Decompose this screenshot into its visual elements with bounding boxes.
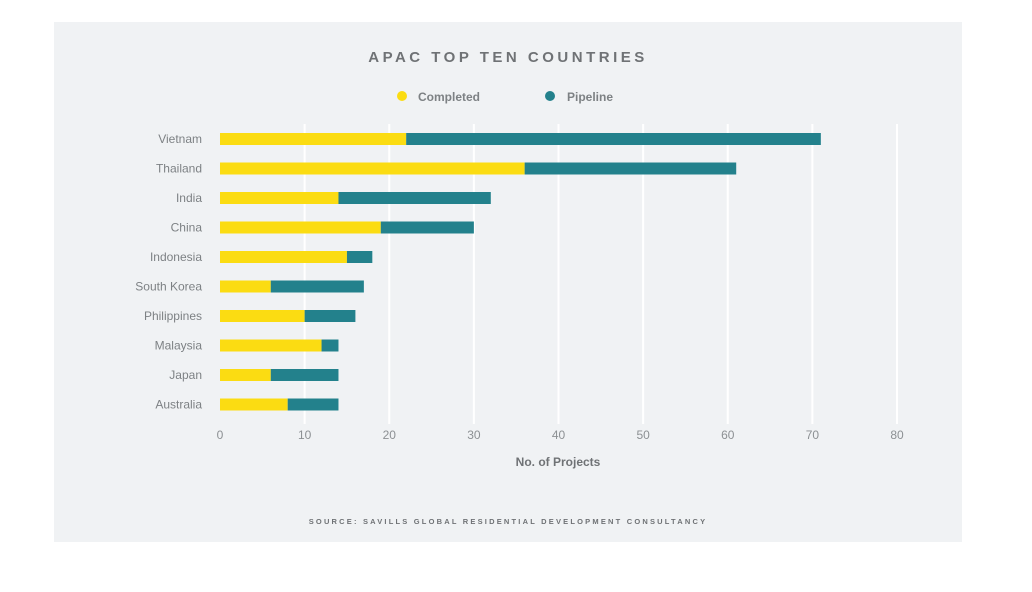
legend-completed-label: Completed bbox=[418, 90, 480, 104]
bar-philippines-pipeline bbox=[304, 310, 356, 322]
category-labels: Vietnam Thailand India China Indonesia South … bbox=[135, 132, 202, 412]
x-tick-label-10: 10 bbox=[298, 428, 312, 442]
bar-indonesia-completed bbox=[220, 251, 347, 263]
bar-vietnam-pipeline bbox=[406, 133, 821, 145]
legend-pipeline-marker bbox=[545, 91, 555, 101]
bar-japan-completed bbox=[220, 369, 271, 381]
bar-malaysia-pipeline bbox=[321, 339, 339, 352]
category-label-malaysia: Malaysia bbox=[155, 339, 203, 353]
x-tick-label-80: 80 bbox=[890, 428, 904, 442]
bar-india-completed bbox=[220, 192, 339, 204]
category-label-philippines: Philippines bbox=[144, 309, 202, 323]
x-tick-labels: 0 10 20 30 40 50 60 70 80 bbox=[217, 428, 904, 442]
bar-thailand-completed bbox=[220, 162, 525, 175]
category-label-indonesia: Indonesia bbox=[150, 250, 202, 264]
chart-title: APAC TOP TEN COUNTRIES bbox=[368, 49, 648, 66]
x-tick-label-70: 70 bbox=[806, 428, 820, 442]
category-label-japan: Japan bbox=[169, 368, 202, 382]
x-tick-label-40: 40 bbox=[552, 428, 566, 442]
legend: Completed Pipeline bbox=[397, 90, 613, 104]
bar-vietnam-completed bbox=[220, 133, 407, 145]
chart-panel: APAC TOP TEN COUNTRIES Completed Pipelin… bbox=[54, 22, 962, 542]
bar-south-korea-pipeline bbox=[270, 280, 364, 293]
x-tick-label-20: 20 bbox=[383, 428, 397, 442]
bar-australia-completed bbox=[220, 398, 288, 411]
x-tick-label-60: 60 bbox=[721, 428, 735, 442]
bar-china-pipeline bbox=[380, 221, 474, 234]
category-label-australia: Australia bbox=[155, 398, 202, 412]
category-label-thailand: Thailand bbox=[156, 162, 202, 176]
category-label-india: India bbox=[176, 191, 202, 205]
bar-china-completed bbox=[220, 221, 381, 234]
category-label-south-korea: South Korea bbox=[135, 280, 202, 294]
category-label-china: China bbox=[171, 221, 203, 235]
bar-australia-pipeline bbox=[287, 398, 339, 411]
x-axis-title: No. of Projects bbox=[516, 455, 601, 469]
chart-svg: APAC TOP TEN COUNTRIES Completed Pipelin… bbox=[135, 49, 904, 526]
x-tick-label-0: 0 bbox=[217, 428, 224, 442]
legend-completed-marker bbox=[397, 91, 407, 101]
category-label-vietnam: Vietnam bbox=[158, 132, 202, 146]
x-tick-label-50: 50 bbox=[636, 428, 650, 442]
bar-thailand-pipeline bbox=[524, 162, 737, 175]
bar-south-korea-completed bbox=[220, 280, 271, 293]
bars bbox=[220, 133, 821, 411]
bar-malaysia-completed bbox=[220, 339, 322, 352]
x-tick-label-30: 30 bbox=[467, 428, 481, 442]
bar-japan-pipeline bbox=[270, 369, 339, 381]
bar-philippines-completed bbox=[220, 310, 305, 322]
source-note: SOURCE: SAVILLS GLOBAL RESIDENTIAL DEVEL… bbox=[309, 517, 708, 526]
bar-indonesia-pipeline bbox=[346, 251, 373, 263]
bar-india-pipeline bbox=[338, 192, 491, 204]
legend-pipeline-label: Pipeline bbox=[567, 90, 613, 104]
